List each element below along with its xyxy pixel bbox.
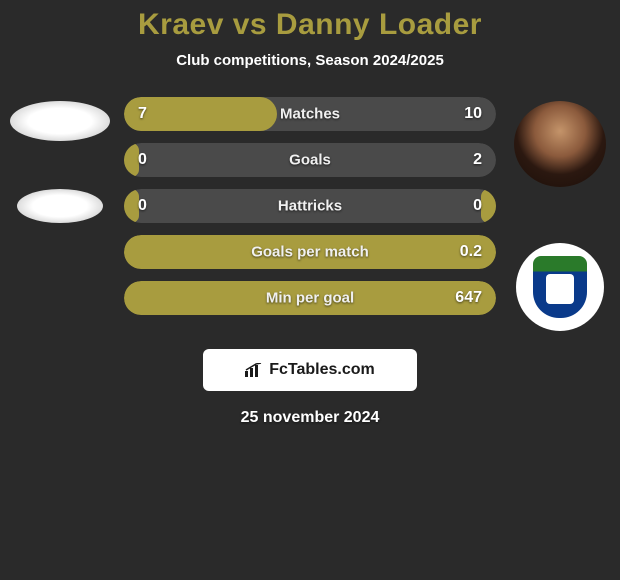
player2-avatar (514, 101, 606, 187)
chart-icon (245, 363, 263, 377)
player1-club-logo (17, 189, 103, 223)
stat-right-value: 2 (473, 151, 482, 169)
stat-left-value: 0 (138, 197, 147, 215)
stat-label: Goals (289, 152, 331, 169)
stat-label: Hattricks (278, 198, 342, 215)
stat-row: Min per goal 647 (124, 281, 496, 315)
stat-row: Goals per match 0.2 (124, 235, 496, 269)
player2-club-logo (516, 243, 604, 331)
left-avatars (0, 97, 120, 223)
page-subtitle: Club competitions, Season 2024/2025 (0, 52, 620, 69)
club-crest-icon (533, 256, 587, 318)
player1-avatar (10, 101, 110, 141)
stat-bars: Matches 7 10 Goals 0 2 Hattricks 0 0 Goals per ma… (120, 97, 500, 315)
stat-right-value: 0 (473, 197, 482, 215)
stat-label: Matches (280, 106, 340, 123)
stat-right-value: 647 (455, 289, 482, 307)
stat-label: Goals per match (251, 244, 369, 261)
brand-text: FcTables.com (269, 361, 375, 379)
stat-left-value: 7 (138, 105, 147, 123)
brand-badge: FcTables.com (203, 349, 417, 391)
page-title: Kraev vs Danny Loader (0, 8, 620, 42)
comparison-card: Kraev vs Danny Loader Club competitions,… (0, 0, 620, 427)
stat-left-value: 0 (138, 151, 147, 169)
right-avatars (500, 97, 620, 331)
stats-layout: Matches 7 10 Goals 0 2 Hattricks 0 0 Goals per ma… (0, 97, 620, 331)
stat-label: Min per goal (266, 290, 354, 307)
stat-right-value: 10 (464, 105, 482, 123)
date-text: 25 november 2024 (0, 409, 620, 427)
stat-row: Hattricks 0 0 (124, 189, 496, 223)
stat-row: Goals 0 2 (124, 143, 496, 177)
stat-row: Matches 7 10 (124, 97, 496, 131)
stat-right-value: 0.2 (460, 243, 482, 261)
